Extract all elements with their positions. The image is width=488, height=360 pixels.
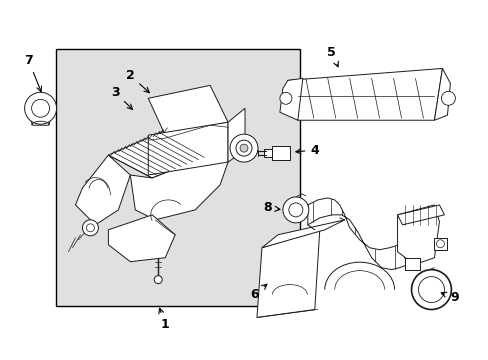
Polygon shape	[287, 68, 442, 120]
Circle shape	[236, 140, 251, 156]
Polygon shape	[404, 258, 419, 270]
Polygon shape	[262, 220, 344, 248]
Polygon shape	[307, 198, 407, 270]
Circle shape	[436, 240, 444, 248]
Polygon shape	[279, 78, 302, 120]
Text: 3: 3	[111, 86, 132, 109]
Text: 8: 8	[263, 201, 279, 215]
Circle shape	[154, 276, 162, 284]
Text: 1: 1	[159, 308, 169, 331]
Text: 4: 4	[295, 144, 319, 157]
Circle shape	[288, 203, 302, 217]
Text: 2: 2	[126, 69, 149, 93]
Polygon shape	[256, 230, 319, 318]
Circle shape	[418, 276, 444, 302]
Circle shape	[32, 99, 49, 117]
Polygon shape	[26, 98, 55, 125]
Polygon shape	[148, 85, 227, 135]
Circle shape	[86, 224, 94, 232]
Text: 7: 7	[24, 54, 41, 91]
Polygon shape	[433, 68, 449, 120]
Polygon shape	[227, 108, 244, 162]
Circle shape	[229, 134, 258, 162]
Polygon shape	[108, 215, 175, 262]
Circle shape	[441, 91, 454, 105]
Circle shape	[240, 144, 247, 152]
Bar	[56, 49, 299, 306]
Circle shape	[24, 92, 57, 124]
Polygon shape	[75, 155, 130, 225]
Polygon shape	[108, 130, 210, 178]
Polygon shape	[271, 146, 289, 160]
Text: 6: 6	[250, 284, 266, 301]
Polygon shape	[397, 205, 444, 225]
Circle shape	[82, 220, 98, 236]
Polygon shape	[433, 238, 447, 250]
Polygon shape	[264, 149, 271, 157]
Text: 5: 5	[326, 46, 338, 67]
Circle shape	[283, 197, 308, 223]
Text: 9: 9	[440, 291, 458, 304]
Polygon shape	[397, 205, 439, 265]
Polygon shape	[130, 155, 227, 220]
Circle shape	[411, 270, 450, 310]
Polygon shape	[148, 122, 227, 175]
Circle shape	[279, 92, 291, 104]
